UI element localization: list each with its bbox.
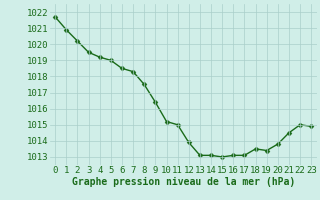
X-axis label: Graphe pression niveau de la mer (hPa): Graphe pression niveau de la mer (hPa) [72,177,295,187]
